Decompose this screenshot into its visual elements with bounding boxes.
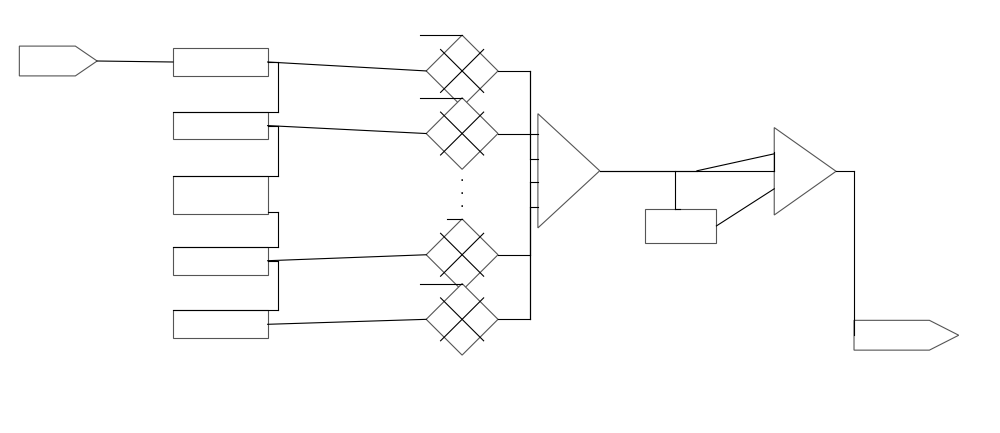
Bar (173, 176, 268, 214)
Bar (173, 48, 268, 76)
Bar (173, 112, 268, 139)
Bar (173, 247, 268, 275)
Bar (173, 310, 268, 338)
Polygon shape (774, 128, 836, 215)
Polygon shape (426, 219, 498, 291)
Polygon shape (538, 114, 600, 228)
Polygon shape (854, 320, 959, 350)
Polygon shape (426, 284, 498, 355)
Polygon shape (19, 46, 97, 76)
Text: ·
·
·: · · · (460, 174, 464, 214)
Polygon shape (426, 98, 498, 169)
Polygon shape (426, 35, 498, 107)
Bar (645, 209, 716, 243)
